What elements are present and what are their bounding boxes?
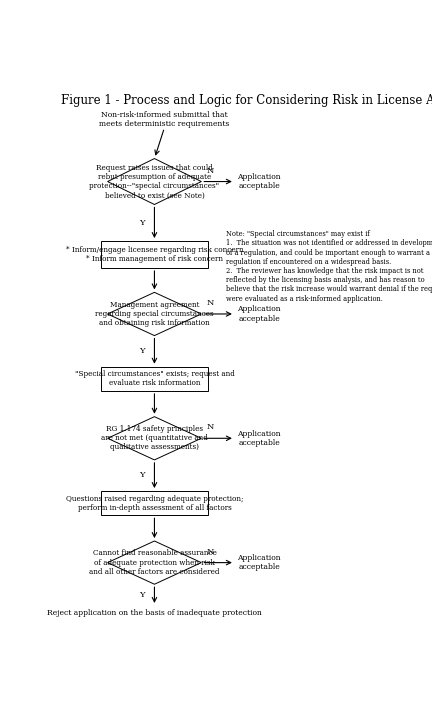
Text: Reject application on the basis of inadequate protection: Reject application on the basis of inade… [47, 609, 262, 617]
Text: "Special circumstances" exists; request and
evaluate risk information: "Special circumstances" exists; request … [74, 370, 235, 388]
Polygon shape [108, 159, 201, 204]
Text: Y: Y [139, 472, 145, 479]
Text: * Inform/engage licensee regarding risk concern
* Inform management of risk conc: * Inform/engage licensee regarding risk … [66, 246, 243, 263]
Text: N: N [207, 166, 214, 175]
Text: N: N [207, 423, 214, 431]
Text: Management agreement
regarding special circumstances
and obtaining risk informat: Management agreement regarding special c… [95, 300, 214, 327]
Bar [101, 491, 208, 515]
Bar [101, 241, 208, 268]
Text: Y: Y [139, 347, 145, 355]
Text: Application
acceptable: Application acceptable [238, 430, 281, 447]
Text: Y: Y [139, 219, 145, 227]
Text: Non-risk-informed submittal that
meets deterministic requirements: Non-risk-informed submittal that meets d… [99, 111, 230, 128]
Text: Figure 1 - Process and Logic for Considering Risk in License Amendment Reviews: Figure 1 - Process and Logic for Conside… [60, 94, 432, 107]
Text: Questions raised regarding adequate protection;
perform in-depth assessment of a: Questions raised regarding adequate prot… [66, 494, 243, 512]
Polygon shape [108, 541, 201, 584]
Text: N: N [207, 548, 214, 555]
Text: Cannot find reasonable assurance
of adequate protection when risk
and all other : Cannot find reasonable assurance of adeq… [89, 550, 220, 576]
Text: Application
acceptable: Application acceptable [238, 305, 281, 323]
Text: Y: Y [139, 591, 145, 599]
Bar [101, 366, 208, 391]
Text: RG 1.174 safety principles
are not met (quantitative and
qualitative assessments: RG 1.174 safety principles are not met (… [101, 425, 208, 451]
Text: N: N [207, 299, 214, 307]
Text: Note: "Special circumstances" may exist if
1.  The situation was not identified : Note: "Special circumstances" may exist … [226, 230, 432, 303]
Polygon shape [108, 292, 201, 336]
Text: Request raises issues that could
rebut presumption of adequate
protection--"spec: Request raises issues that could rebut p… [89, 164, 219, 199]
Text: Application
acceptable: Application acceptable [238, 554, 281, 571]
Polygon shape [108, 417, 201, 460]
Text: Application
acceptable: Application acceptable [238, 173, 281, 190]
